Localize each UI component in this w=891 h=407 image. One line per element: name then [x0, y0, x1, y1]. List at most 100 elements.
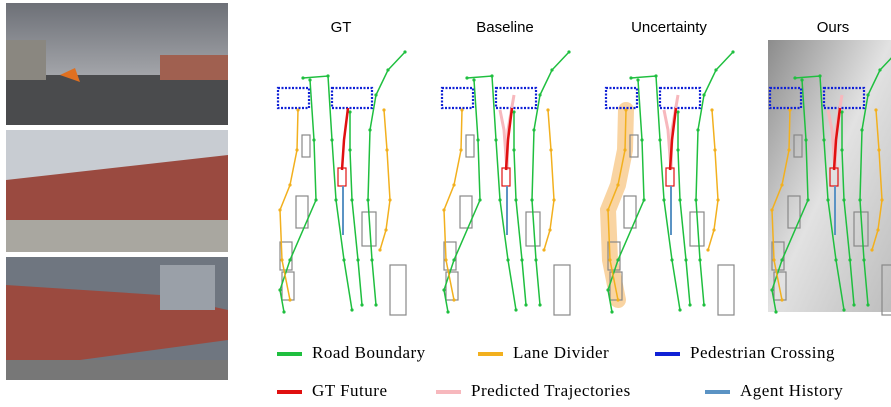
vehicle-box — [390, 265, 406, 315]
legend: Road Boundary Lane Divider Pedestrian Cros… — [277, 343, 843, 400]
vehicle-box — [282, 272, 294, 300]
map-vertex — [688, 303, 691, 306]
map-vertex — [787, 148, 790, 151]
map-vertex — [282, 310, 285, 313]
map-vertex — [678, 198, 681, 201]
map-vertex — [444, 258, 447, 261]
map-vertex — [714, 68, 717, 71]
map-vertex — [326, 74, 329, 77]
map-vertex — [490, 74, 493, 77]
map-vertex — [388, 198, 391, 201]
map-vertex — [866, 303, 869, 306]
map-vertex — [295, 148, 298, 151]
map-vertex — [403, 50, 406, 53]
map-vertex — [342, 258, 345, 261]
map-vertex — [350, 308, 353, 311]
map-vertex — [610, 310, 613, 313]
crosswalk — [660, 88, 700, 108]
map-vertex — [278, 288, 281, 291]
map-vertex — [498, 198, 501, 201]
map-vertex — [640, 138, 643, 141]
map-vertex — [348, 148, 351, 151]
map-vertex — [386, 68, 389, 71]
map-vertex — [716, 198, 719, 201]
map-vertex — [698, 258, 701, 261]
map-vertex — [520, 258, 523, 261]
map-vertex — [848, 258, 851, 261]
map-line — [303, 76, 352, 310]
map-vertex — [308, 78, 311, 81]
map-panel: Baseline — [442, 19, 571, 315]
map-vertex — [629, 76, 632, 79]
map-vertex — [366, 198, 369, 201]
map-vertex — [334, 198, 337, 201]
figure: GTBaselineUncertaintyOurs Road BoundaryL… — [0, 0, 891, 407]
map-vertex — [862, 258, 865, 261]
map-vertex — [676, 148, 679, 151]
map-vertex — [452, 183, 455, 186]
map-vertex — [780, 298, 783, 301]
map-vertex — [550, 68, 553, 71]
map-vertex — [616, 298, 619, 301]
map-vertex — [374, 93, 377, 96]
panel-title: Ours — [817, 19, 850, 36]
legend-label: Lane Divider — [513, 343, 609, 362]
legend-label: Pedestrian Crossing — [690, 343, 835, 362]
map-vertex — [818, 74, 821, 77]
map-vertex — [616, 258, 619, 261]
map-panel: GT — [278, 19, 407, 315]
map-vertex — [670, 258, 673, 261]
map-vertex — [616, 183, 619, 186]
vehicle-box — [302, 135, 310, 157]
map-line — [532, 52, 569, 305]
map-vertex — [874, 108, 877, 111]
map-vertex — [842, 198, 845, 201]
map-vertex — [532, 128, 535, 131]
map-vertex — [301, 76, 304, 79]
map-line — [678, 112, 690, 305]
map-vertex — [368, 128, 371, 131]
map-vertex — [608, 258, 611, 261]
map-vertex — [567, 50, 570, 53]
map-vertex — [780, 258, 783, 261]
map-vertex — [538, 303, 541, 306]
vehicle-box — [554, 265, 570, 315]
map-vertex — [546, 108, 549, 111]
map-vertex — [684, 258, 687, 261]
map-vertex — [806, 198, 809, 201]
map-line — [467, 76, 516, 310]
map-vertex — [506, 258, 509, 261]
vehicle-box — [446, 272, 458, 300]
map-vertex — [385, 148, 388, 151]
legend-label: GT Future — [312, 381, 388, 400]
map-vertex — [465, 76, 468, 79]
map-vertex — [713, 148, 716, 151]
map-vertex — [860, 128, 863, 131]
map-vertex — [548, 228, 551, 231]
map-vertex — [314, 198, 317, 201]
map-vertex — [654, 74, 657, 77]
map-vertex — [442, 288, 445, 291]
map-vertex — [374, 303, 377, 306]
map-vertex — [702, 93, 705, 96]
map-vertex — [880, 198, 883, 201]
map-vertex — [852, 303, 855, 306]
map-vertex — [384, 228, 387, 231]
map-vertex — [549, 148, 552, 151]
map-vertex — [514, 198, 517, 201]
map-vertex — [858, 198, 861, 201]
map-vertex — [842, 308, 845, 311]
map-line — [696, 52, 733, 305]
map-vertex — [288, 298, 291, 301]
map-vertex — [780, 183, 783, 186]
map-vertex — [446, 310, 449, 313]
crosswalk — [332, 88, 372, 108]
map-vertex — [350, 198, 353, 201]
map-vertex — [476, 138, 479, 141]
map-vertex — [606, 208, 609, 211]
map-vertex — [494, 138, 497, 141]
legend-label: Road Boundary — [312, 343, 426, 362]
map-line — [350, 112, 362, 305]
map-vertex — [702, 303, 705, 306]
map-vertex — [876, 228, 879, 231]
